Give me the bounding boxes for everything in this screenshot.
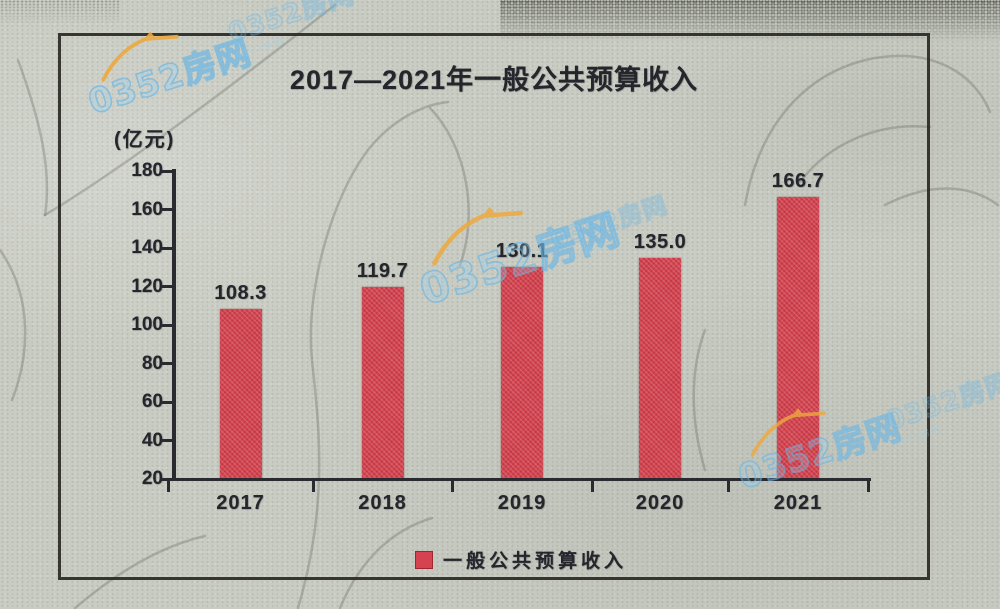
y-axis-line — [172, 169, 176, 480]
y-tick-mark — [161, 439, 173, 442]
x-tick-mark — [311, 479, 315, 492]
bar-value-label: 130.1 — [495, 240, 549, 263]
x-category-label: 2021 — [773, 492, 823, 514]
bar-value-label: 135.0 — [633, 230, 687, 253]
bar — [639, 257, 681, 480]
y-tick-label: 40 — [141, 429, 163, 451]
x-tick-mark — [590, 479, 594, 492]
legend-swatch-icon — [415, 550, 433, 569]
y-tick-label: 80 — [141, 352, 163, 374]
x-axis-line — [172, 477, 871, 481]
y-tick-mark — [161, 362, 173, 365]
x-category-label: 2019 — [497, 492, 547, 514]
y-tick-label: 60 — [141, 391, 163, 412]
x-tick-mark — [726, 479, 730, 492]
legend-label: 一般公共预算收入 — [443, 551, 628, 572]
y-tick-mark — [161, 208, 173, 211]
y-tick-label: 120 — [131, 275, 163, 297]
chart-frame — [58, 33, 930, 580]
x-tick-mark — [450, 479, 454, 492]
bar — [361, 287, 404, 480]
y-tick-mark — [161, 285, 173, 288]
y-tick-label: 180 — [131, 160, 163, 181]
y-tick-label: 160 — [131, 198, 163, 220]
y-axis-unit-label: (亿元) — [114, 129, 176, 151]
y-tick-label: 100 — [131, 314, 163, 335]
y-tick-label: 140 — [131, 237, 163, 258]
y-tick-mark — [161, 400, 173, 404]
x-category-label: 2020 — [635, 492, 685, 514]
x-category-label: 2017 — [216, 492, 265, 514]
bar — [501, 267, 543, 480]
scan-smudge — [0, 0, 120, 26]
legend: 一般公共预算收入 — [415, 546, 627, 573]
bar-value-label: 119.7 — [356, 260, 409, 283]
x-tick-mark — [866, 479, 870, 492]
y-tick-mark — [161, 323, 173, 327]
y-tick-mark — [161, 246, 173, 250]
x-category-label: 2018 — [358, 492, 407, 514]
y-tick-label: 20 — [141, 468, 163, 489]
bar-value-label: 166.7 — [771, 169, 825, 192]
bar-value-label: 108.3 — [214, 282, 267, 305]
bar — [777, 196, 819, 480]
chart-title: 2017—2021年一般公共预算收入 — [289, 65, 699, 95]
x-tick-mark — [166, 479, 170, 492]
y-tick-mark — [161, 169, 173, 173]
bar — [219, 309, 262, 480]
